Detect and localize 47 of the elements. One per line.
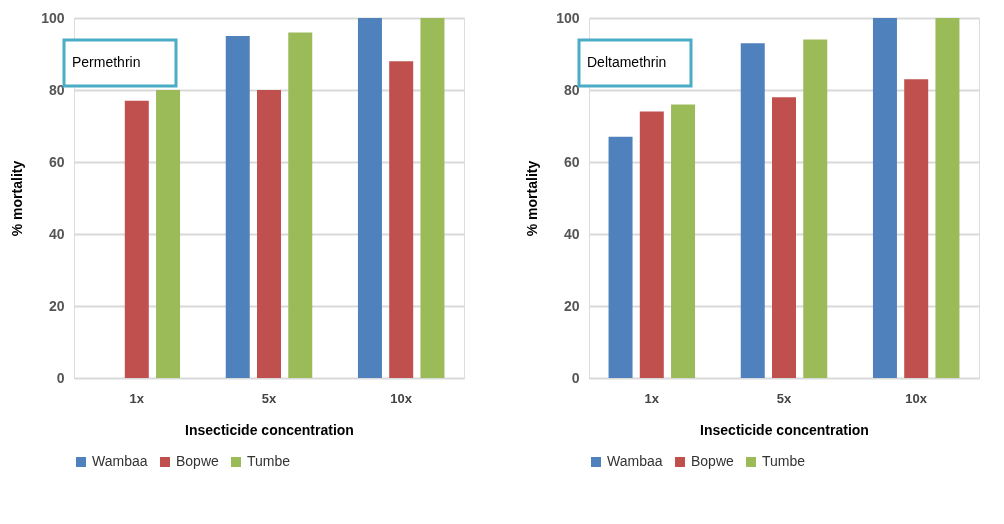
bar [740,43,765,378]
bar [288,32,313,378]
bar [935,18,960,378]
bar [225,36,250,378]
y-tick-label: 60 [563,153,580,170]
legend-label: Tumbe [762,453,806,469]
legend-label: Tumbe [247,453,291,469]
y-axis-title: % mortality [9,160,26,237]
y-tick-label: 80 [48,81,65,98]
bar [608,136,633,378]
bar [357,18,382,378]
legend-label: Wambaa [607,453,663,469]
bar [124,100,149,378]
x-tick-label: 1x [129,390,145,406]
text: Permethrin [72,54,141,70]
x-axis-title: Insecticide concentration [700,421,869,438]
x-axis-title: Insecticide concentration [185,421,354,438]
bar [772,97,796,378]
bar [257,90,281,378]
x-tick-label: 10x [905,390,928,406]
x-tick-label: 5x [261,390,277,406]
x-tick-label: 5x [776,390,792,406]
bar [389,61,414,378]
text: Deltamethrin [587,54,667,70]
bar [904,79,929,378]
bar [156,90,181,378]
y-tick-label: 100 [41,9,65,26]
bar [872,18,897,378]
y-tick-label: 20 [48,297,65,314]
y-tick-label: 40 [48,225,65,242]
y-tick-label: 0 [56,369,65,386]
bar [639,111,664,378]
legend-label: Bopwe [176,453,220,469]
y-tick-label: 80 [563,81,580,98]
y-tick-label: 40 [563,225,580,242]
x-tick-label: 1x [644,390,660,406]
y-tick-label: 20 [563,297,580,314]
bar [803,39,828,378]
y-tick-label: 0 [571,369,580,386]
bar [671,104,696,378]
bar [420,18,445,378]
legend-label: Wambaa [92,453,148,469]
y-tick-label: 100 [556,9,580,26]
legend-label: Bopwe [691,453,735,469]
y-tick-label: 60 [48,153,65,170]
y-axis-title: % mortality [524,160,541,237]
x-tick-label: 10x [390,390,413,406]
